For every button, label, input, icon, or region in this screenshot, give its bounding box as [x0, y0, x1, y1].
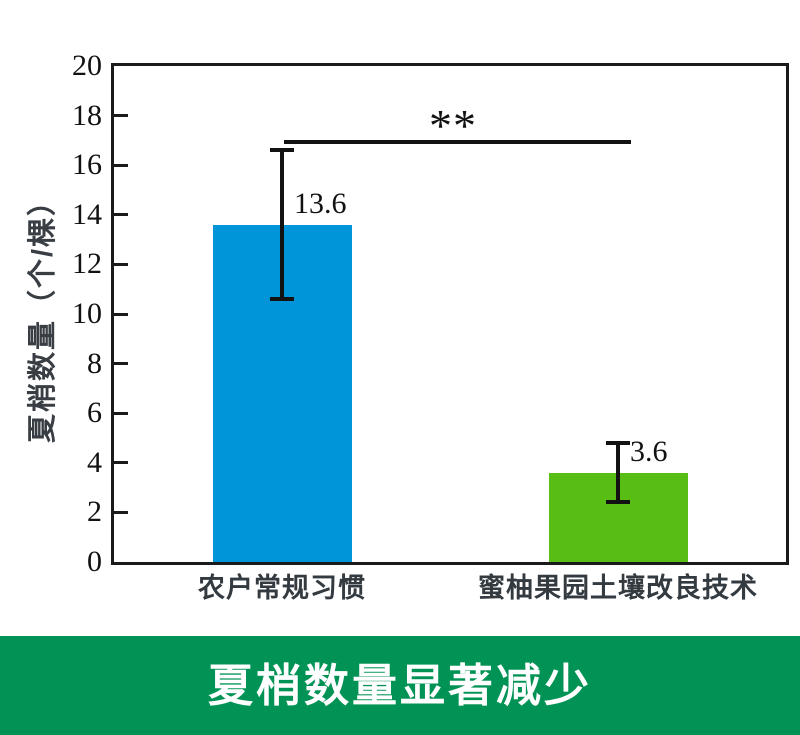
- error-bar-line: [280, 150, 284, 300]
- y-tick-mark: [114, 461, 128, 465]
- x-category-label: 农户常规习惯: [198, 573, 366, 603]
- caption-text: 夏梢数量显著减少: [207, 660, 592, 711]
- caption-banner: 夏梢数量显著减少: [0, 636, 800, 735]
- bar-value-label: 3.6: [630, 434, 668, 468]
- y-tick-mark: [114, 510, 128, 514]
- y-tick-label: 12: [72, 247, 102, 281]
- x-category-label: 蜜柚果园土壤改良技术: [478, 573, 758, 603]
- error-bar-cap-bottom: [270, 297, 294, 302]
- y-tick-label: 4: [87, 445, 102, 479]
- y-tick-mark: [114, 312, 128, 316]
- y-tick-mark: [114, 362, 128, 366]
- y-tick-mark: [114, 213, 128, 217]
- y-tick-label: 6: [87, 396, 102, 430]
- significance-line: [284, 140, 631, 145]
- y-tick-label: 14: [72, 197, 102, 231]
- significance-stars: **: [429, 100, 477, 152]
- y-tick-label: 2: [87, 495, 102, 529]
- bar-value-label: 13.6: [294, 186, 347, 220]
- y-tick-label: 18: [72, 98, 102, 132]
- y-tick-label: 8: [87, 346, 102, 380]
- error-bar-cap-top: [606, 440, 630, 445]
- y-tick-label: 10: [72, 297, 102, 330]
- error-bar-line: [616, 442, 620, 503]
- y-tick-label: 16: [72, 148, 102, 182]
- error-bar-cap-bottom: [606, 500, 630, 505]
- y-tick-mark: [114, 114, 128, 118]
- y-tick-mark: [114, 262, 128, 266]
- y-tick-label: 0: [87, 545, 102, 578]
- y-tick-label: 20: [72, 49, 102, 82]
- error-bar-cap-top: [270, 148, 294, 153]
- y-tick-mark: [114, 411, 128, 415]
- y-tick-mark: [114, 163, 128, 167]
